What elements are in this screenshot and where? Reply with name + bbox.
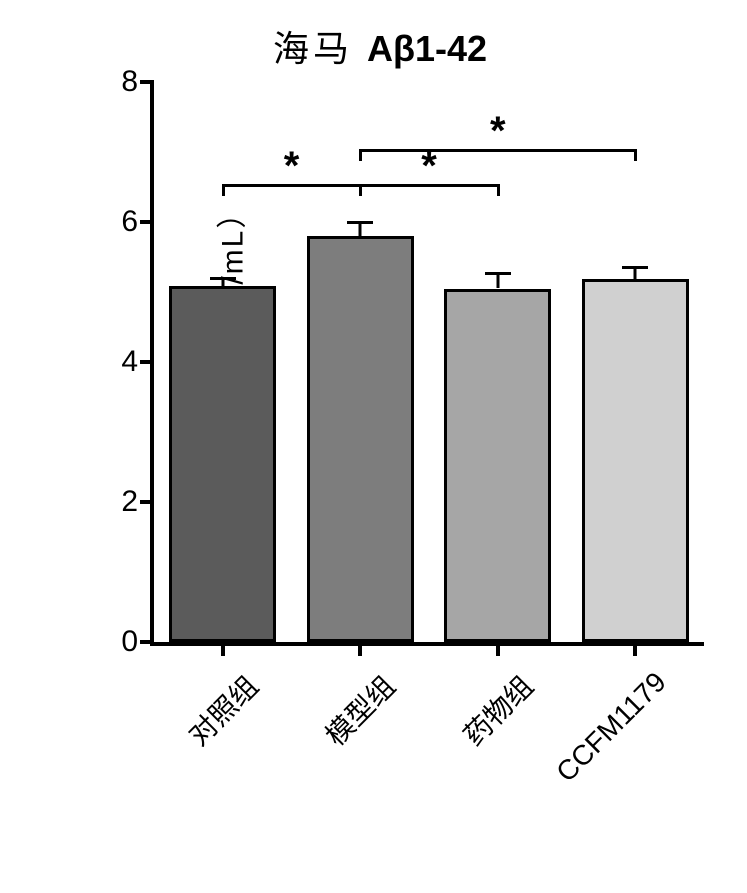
bar <box>169 286 276 642</box>
y-tick <box>140 220 154 224</box>
significance-tick <box>359 184 362 196</box>
y-tick-label: 4 <box>104 345 138 379</box>
significance-star: * <box>284 144 300 189</box>
y-tick-label: 2 <box>104 485 138 519</box>
y-tick <box>140 640 154 644</box>
error-bar-cap <box>347 221 373 224</box>
error-bar-cap <box>622 266 648 269</box>
x-tick <box>221 642 225 656</box>
significance-tick <box>497 184 500 196</box>
x-tick <box>358 642 362 656</box>
y-tick-label: 0 <box>104 625 138 659</box>
significance-tick <box>634 149 637 161</box>
title-bold: Aβ1-42 <box>367 28 487 69</box>
error-bar-cap <box>210 277 236 280</box>
significance-tick <box>359 149 362 161</box>
error-bar <box>359 222 362 236</box>
x-tick-label: 药物组 <box>407 666 541 800</box>
y-tick-label: 6 <box>104 205 138 239</box>
title-prefix: 海马 <box>273 28 353 69</box>
bar <box>307 236 414 642</box>
x-tick-label: 对照组 <box>132 666 266 800</box>
x-tick <box>496 642 500 656</box>
x-tick-label: CCFM1179 <box>544 666 673 795</box>
bar-chart: 海马 Aβ1-42 Aβ1-42含量（ng/mL） 02468对照组模型组药物组… <box>40 20 720 870</box>
x-tick-label: 模型组 <box>269 666 403 800</box>
y-tick-label: 8 <box>104 65 138 99</box>
error-bar <box>496 273 499 288</box>
chart-title: 海马 Aβ1-42 <box>40 20 720 72</box>
x-tick <box>633 642 637 656</box>
significance-tick <box>222 184 225 196</box>
bar <box>444 289 551 643</box>
y-tick <box>140 360 154 364</box>
plot-area: Aβ1-42含量（ng/mL） 02468对照组模型组药物组CCFM1179**… <box>150 82 704 646</box>
y-tick <box>140 80 154 84</box>
bar <box>582 279 689 642</box>
error-bar-cap <box>485 272 511 275</box>
y-tick <box>140 500 154 504</box>
significance-star: * <box>490 109 506 154</box>
